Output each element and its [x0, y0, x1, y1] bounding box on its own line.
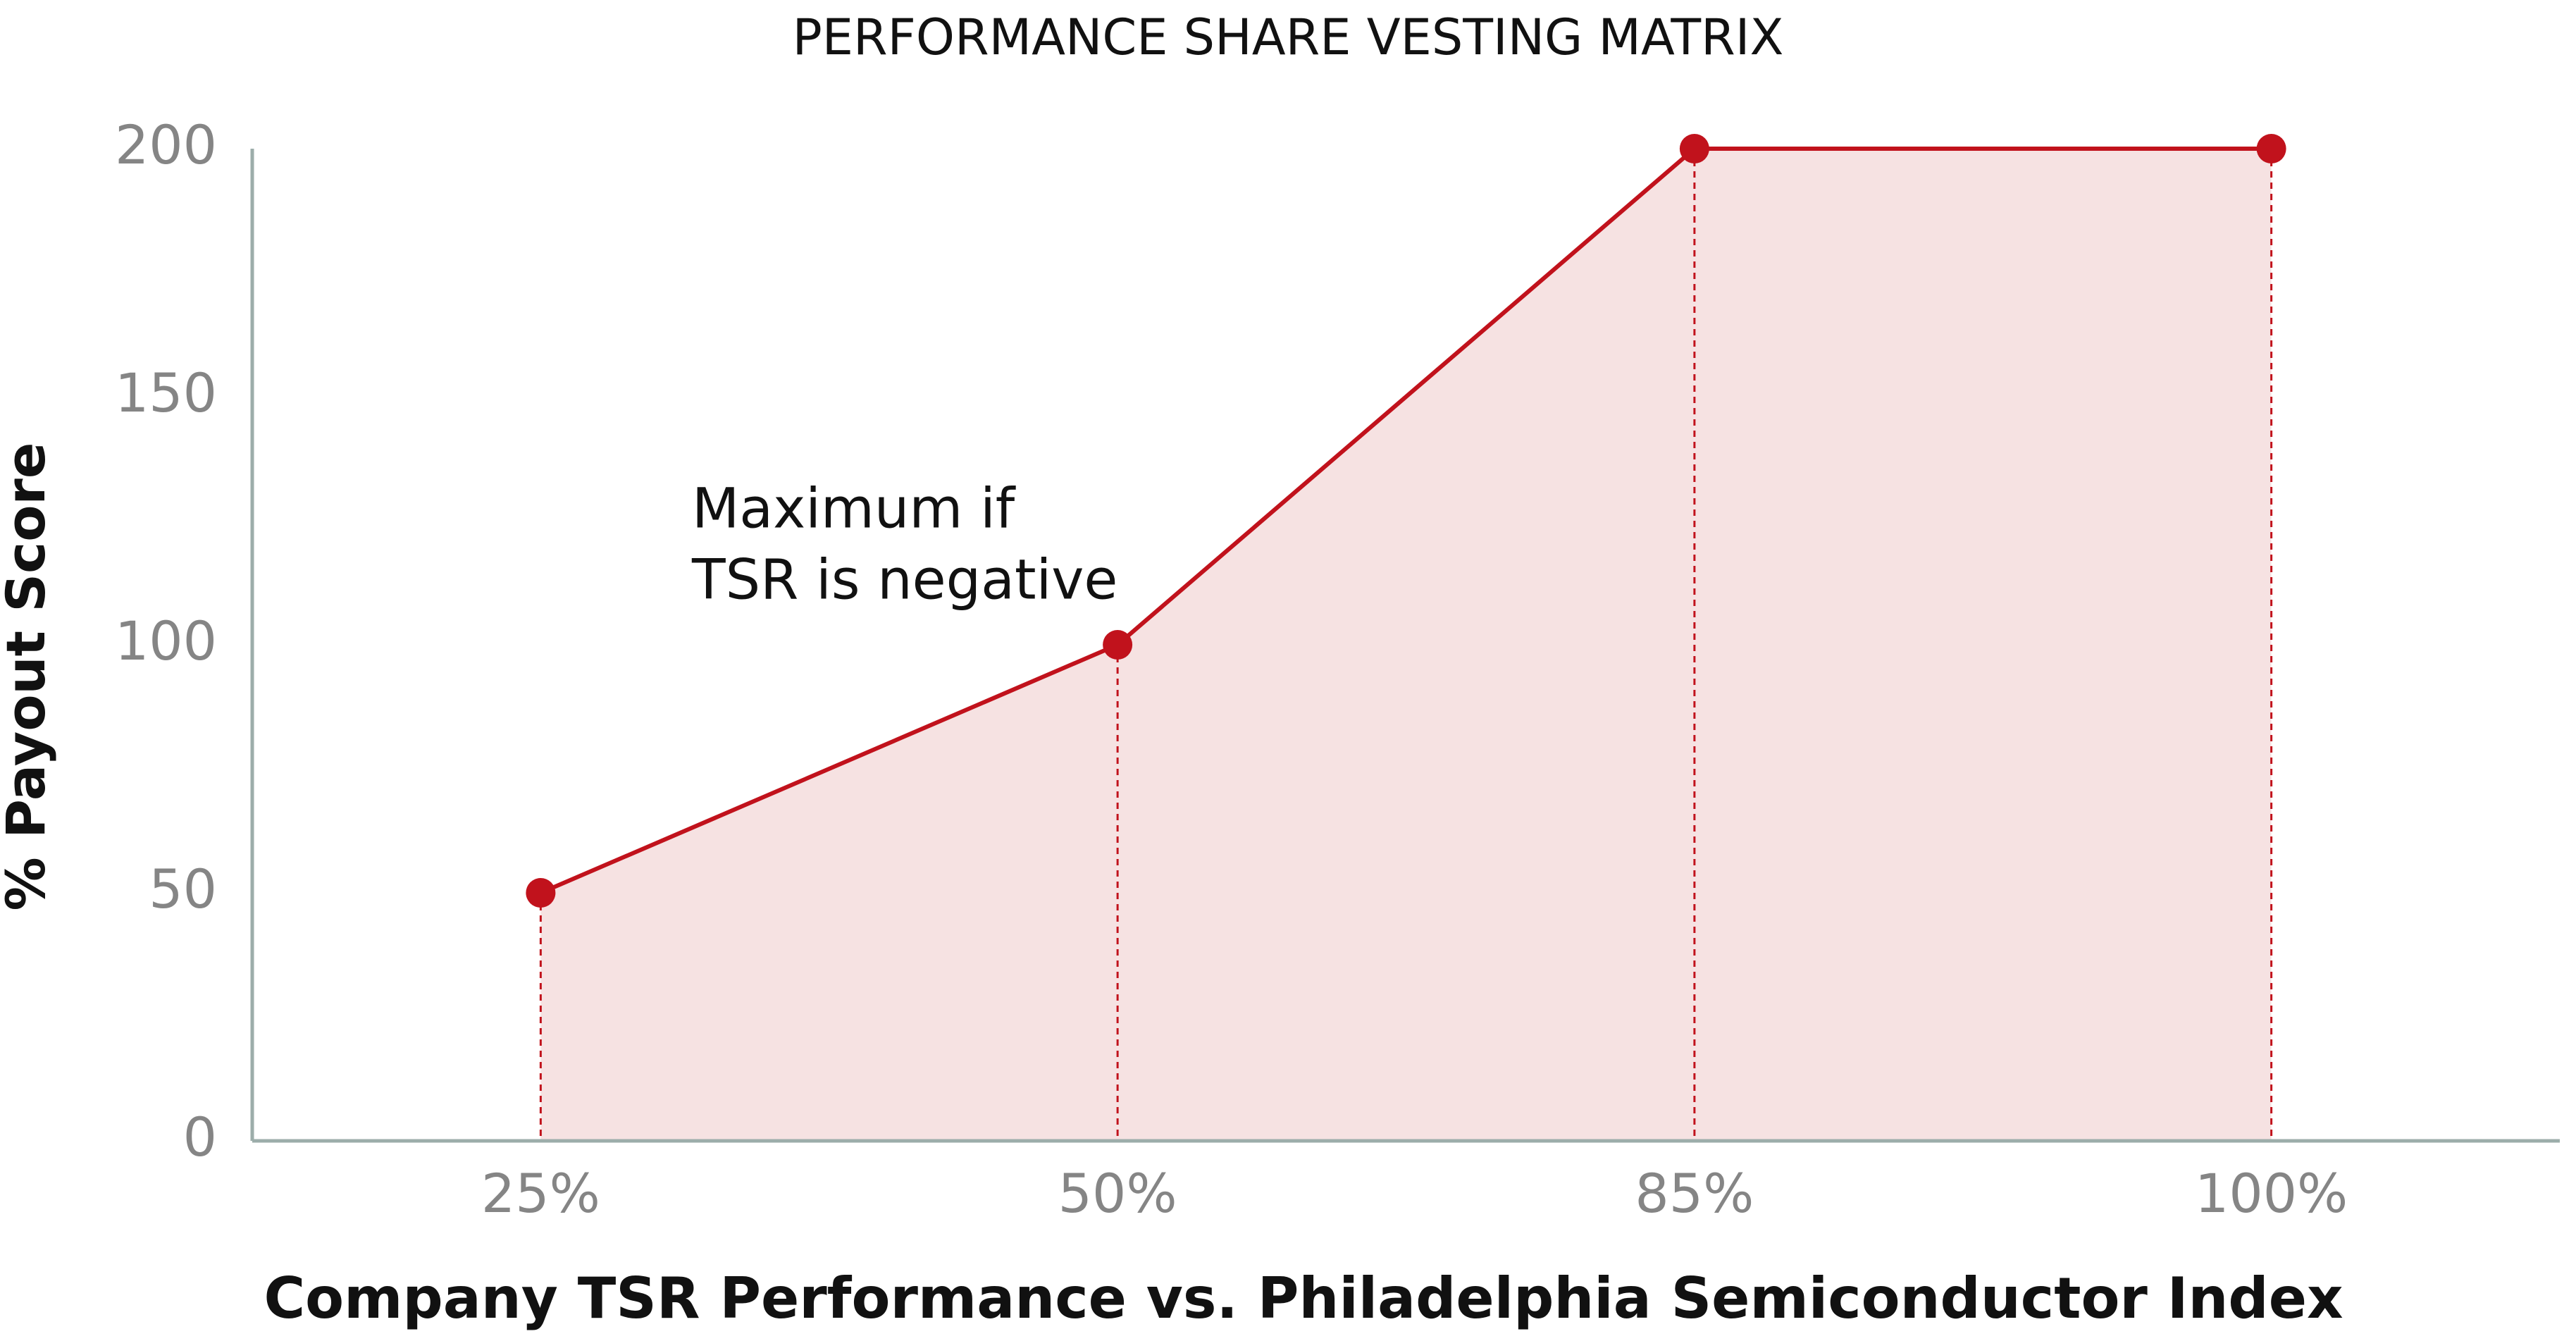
annotation: TSR is negative [691, 548, 1117, 612]
y-axis-label: % Payout Score [0, 443, 57, 911]
x-tick-label: 50% [1058, 1162, 1177, 1225]
area-fill [540, 149, 2272, 1141]
x-tick-label: 100% [2195, 1162, 2348, 1225]
chart-title: PERFORMANCE SHARE VESTING MATRIX [793, 8, 1784, 66]
point [1679, 134, 1709, 163]
x-tick-label: 25% [481, 1162, 600, 1225]
annotation: Maximum if [692, 477, 1016, 540]
point [2256, 134, 2286, 163]
line [540, 147, 2272, 895]
y-tick-label: 100 [115, 610, 217, 672]
y-tick-label: 50 [149, 858, 217, 920]
y-tick-label: 0 [183, 1106, 217, 1168]
point [526, 878, 556, 908]
y-tick-label: 200 [115, 113, 217, 176]
x-axis-label: Company TSR Performance vs. Philadelphia… [264, 1266, 2343, 1331]
x-tick-label: 85% [1635, 1162, 1754, 1225]
y-tick-label: 150 [115, 361, 217, 424]
point [1103, 630, 1133, 660]
